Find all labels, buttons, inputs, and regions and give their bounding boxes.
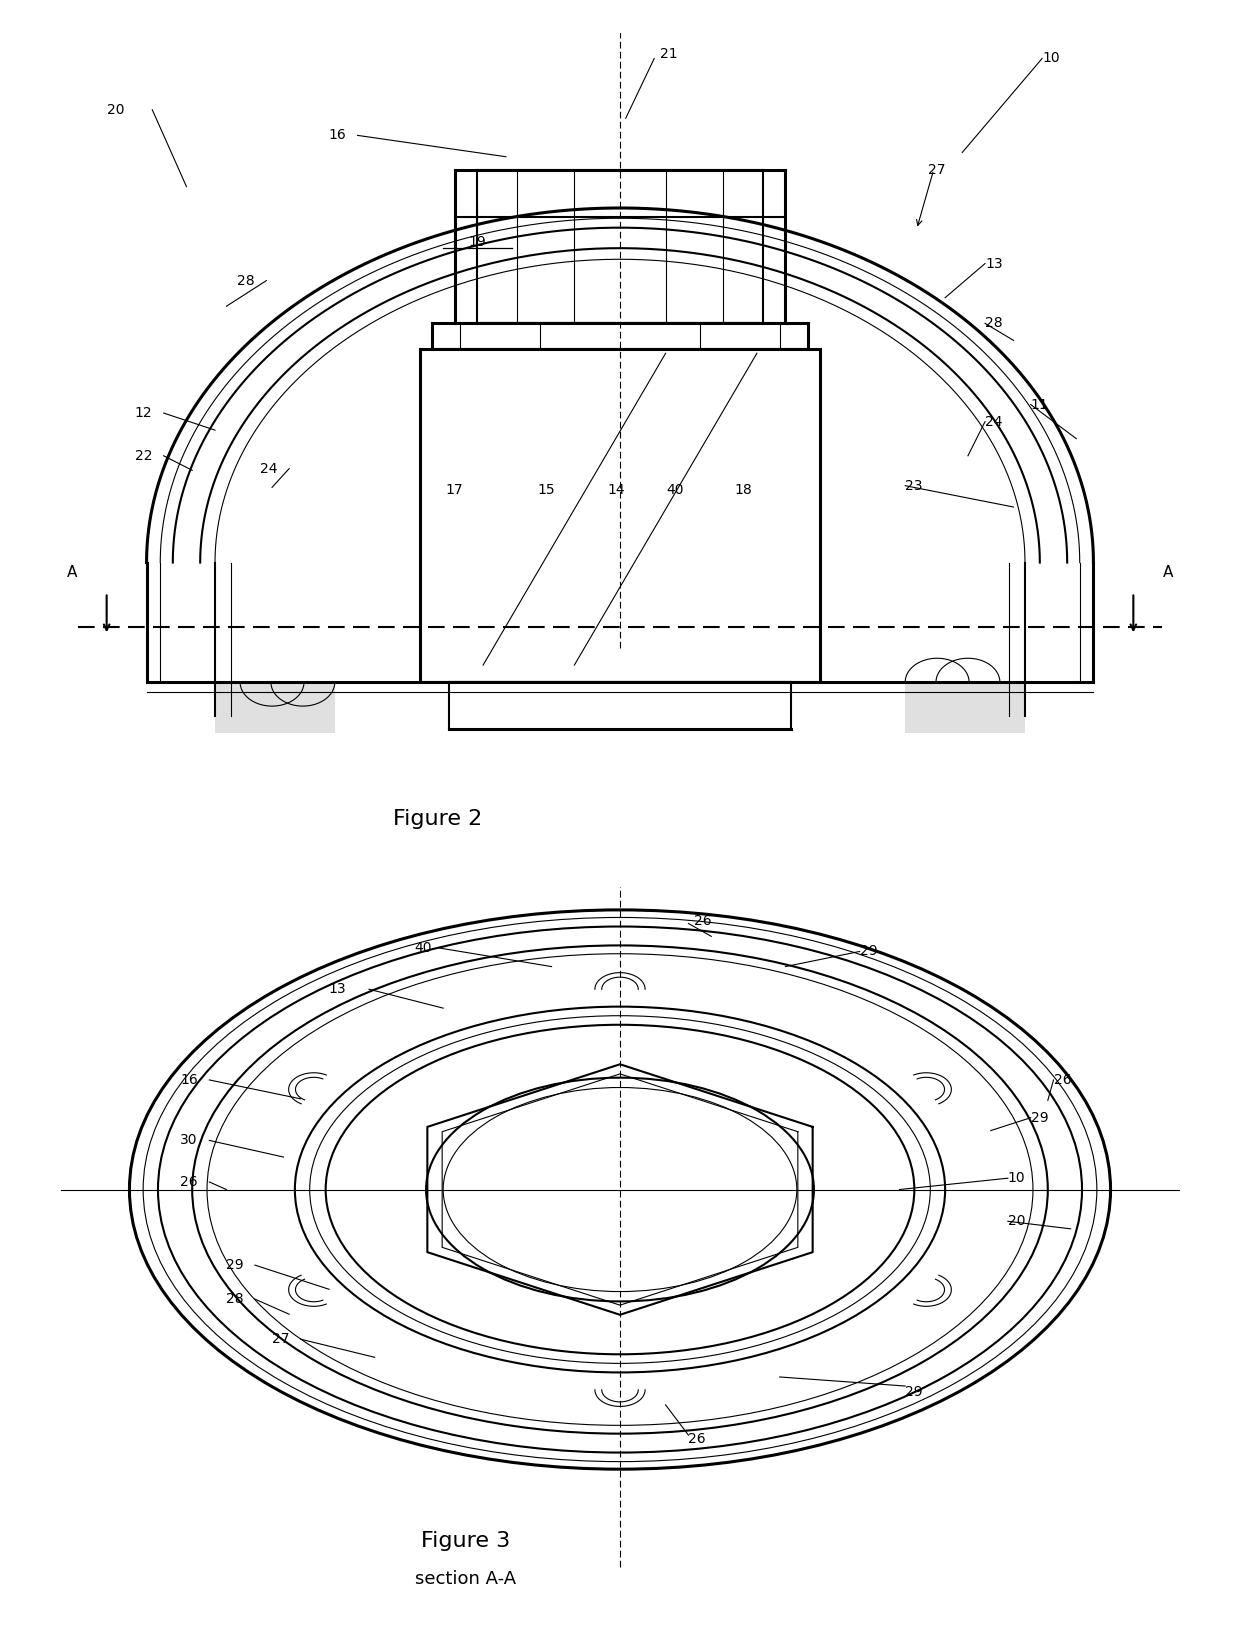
Text: A: A (1162, 565, 1173, 580)
Text: 10: 10 (1042, 51, 1060, 66)
Text: A: A (67, 565, 78, 580)
Text: Figure 3: Figure 3 (422, 1531, 511, 1551)
Text: 27: 27 (928, 163, 946, 176)
Text: 27: 27 (272, 1332, 289, 1346)
Text: 29: 29 (859, 945, 877, 958)
Text: 21: 21 (660, 48, 677, 61)
Polygon shape (215, 682, 335, 733)
Text: 26: 26 (694, 914, 712, 928)
Text: 22: 22 (135, 449, 153, 463)
Text: 20: 20 (107, 104, 124, 117)
Text: 15: 15 (537, 483, 554, 496)
Text: 19: 19 (469, 235, 486, 250)
Polygon shape (905, 682, 1025, 733)
Text: 24: 24 (260, 462, 278, 475)
Text: 26: 26 (688, 1433, 706, 1446)
Text: 29: 29 (226, 1259, 243, 1272)
Text: 28: 28 (237, 274, 255, 288)
Text: 28: 28 (985, 317, 1003, 330)
Text: 40: 40 (666, 483, 683, 496)
Text: 30: 30 (180, 1134, 198, 1147)
Text: 29: 29 (905, 1385, 923, 1400)
Text: 29: 29 (1030, 1111, 1048, 1125)
Text: 13: 13 (329, 983, 346, 996)
Text: 18: 18 (734, 483, 753, 496)
Text: 17: 17 (445, 483, 464, 496)
Text: 24: 24 (985, 414, 1003, 429)
Text: 16: 16 (329, 128, 346, 143)
Text: 14: 14 (608, 483, 625, 496)
Text: 20: 20 (1008, 1214, 1025, 1229)
Text: Figure 2: Figure 2 (393, 808, 482, 828)
Text: 13: 13 (985, 256, 1003, 271)
Text: 26: 26 (180, 1175, 198, 1190)
Text: 11: 11 (1030, 398, 1049, 411)
Text: 26: 26 (1054, 1073, 1071, 1088)
Text: 10: 10 (1008, 1171, 1025, 1185)
Text: 12: 12 (135, 406, 153, 421)
Text: 28: 28 (226, 1291, 243, 1306)
Text: 40: 40 (414, 941, 432, 955)
Text: section A-A: section A-A (415, 1569, 517, 1587)
Text: 23: 23 (905, 478, 923, 493)
Text: 16: 16 (180, 1073, 198, 1088)
